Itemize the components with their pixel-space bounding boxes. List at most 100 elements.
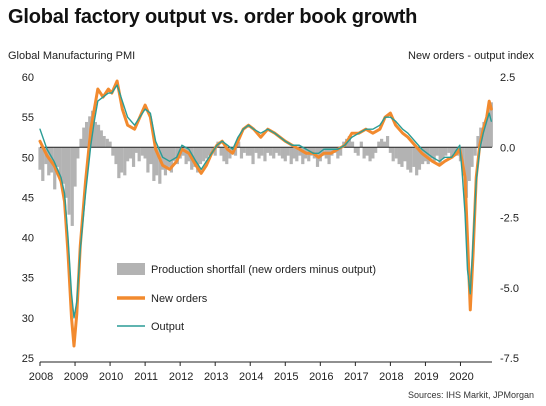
x-tick-label: 2018 <box>379 371 403 383</box>
shortfall-bar <box>93 121 97 148</box>
shortfall-bar <box>213 147 217 156</box>
shortfall-bar <box>289 147 293 165</box>
shortfall-bar <box>254 147 258 153</box>
x-tick-label: 2011 <box>134 371 158 383</box>
shortfall-bar <box>321 147 325 156</box>
shortfall-bar <box>172 147 176 162</box>
right-tick-label: 0.0 <box>500 142 515 154</box>
shortfall-bar <box>382 141 387 148</box>
shortfall-bar <box>380 138 384 148</box>
x-tick-label: 2020 <box>449 371 473 383</box>
shortfall-bar <box>359 141 363 148</box>
shortfall-bar <box>374 147 378 153</box>
shortfall-bar <box>225 147 229 165</box>
shortfall-bar <box>108 141 112 148</box>
left-tick-label: 60 <box>22 72 34 84</box>
shortfall-bar <box>485 119 489 148</box>
shortfall-bar <box>120 147 124 173</box>
shortfall-bar <box>55 147 60 167</box>
chart-title: Global factory output vs. order book gro… <box>8 6 418 28</box>
left-tick-label: 35 <box>22 273 34 285</box>
shortfall-bar <box>38 147 42 170</box>
shortfall-bar <box>286 147 290 156</box>
left-tick-label: 50 <box>22 152 34 164</box>
shortfall-bar <box>128 147 132 159</box>
shortfall-bar <box>248 147 252 156</box>
shortfall-bar <box>353 147 357 153</box>
shortfall-bar <box>435 147 439 156</box>
shortfall-bar <box>336 147 340 159</box>
shortfall-bar <box>161 147 165 170</box>
chart-axes: 60 55 50 45 40 35 30 25 2.5 0.0 -2.5 -5.0 -7.5 2008 20… <box>22 72 519 383</box>
right-tick-label: 2.5 <box>500 72 515 84</box>
shortfall-bar <box>394 147 398 159</box>
shortfall-bar <box>470 147 474 167</box>
shortfall-bar <box>237 141 241 148</box>
shortfall-bar <box>406 147 410 170</box>
right-tick-label: -7.5 <box>500 353 519 365</box>
shortfall-bar <box>476 136 480 148</box>
shortfall-bar <box>339 147 343 156</box>
shortfall-bar <box>447 147 451 153</box>
shortfall-bar <box>356 147 360 156</box>
shortfall-bar <box>292 147 296 159</box>
shortfall-bar <box>67 147 71 215</box>
shortfall-bar <box>251 147 255 165</box>
x-tick-label: 2013 <box>204 371 228 383</box>
shortfall-bar <box>274 147 279 153</box>
shortfall-bar <box>204 147 209 159</box>
shortfall-bar <box>166 147 171 167</box>
shortfall-bar <box>152 147 156 181</box>
shortfall-bar <box>126 147 130 162</box>
legend-label-new-orders: New orders <box>151 293 208 305</box>
shortfall-bar <box>260 147 264 156</box>
left-tick-label: 25 <box>22 353 34 365</box>
shortfall-bar <box>41 147 45 181</box>
shortfall-bar <box>409 147 413 173</box>
right-tick-label: -2.5 <box>500 213 519 225</box>
shortfall-bar <box>452 147 457 153</box>
shortfall-bar <box>298 147 302 156</box>
x-tick-label: 2014 <box>239 371 263 383</box>
shortfall-bar <box>105 138 109 148</box>
shortfall-bar <box>82 127 86 148</box>
shortfall-bar <box>239 147 244 159</box>
series-lines <box>38 79 493 348</box>
shortfall-bar <box>489 102 493 148</box>
shortfall-bar <box>131 147 136 167</box>
x-tick-label: 2017 <box>344 371 368 383</box>
shortfall-bar <box>207 147 211 156</box>
legend-label-shortfall: Production shortfall (new orders minus o… <box>151 264 376 276</box>
shortfall-bar <box>140 147 144 156</box>
shortfall-bar <box>184 147 188 165</box>
shortfall-bar <box>400 147 404 167</box>
x-tick-label: 2010 <box>99 371 123 383</box>
shortfall-bar <box>79 138 83 148</box>
shortfall-bar <box>371 147 375 159</box>
shortfall-bar <box>438 147 442 165</box>
shortfall-bar <box>412 147 416 167</box>
left-tick-label: 30 <box>22 313 34 325</box>
shortfall-bar <box>102 136 106 148</box>
shortfall-bar <box>388 147 392 153</box>
shortfall-bar <box>417 147 422 170</box>
shortfall-bar <box>198 147 203 165</box>
shortfall-bar <box>450 147 454 159</box>
shortfall-bar <box>76 147 80 159</box>
shortfall-bar <box>263 147 267 162</box>
shortfall-bar <box>146 147 150 173</box>
shortfall-bar <box>143 147 147 159</box>
shortfall-bar <box>64 147 68 198</box>
legend-swatch-shortfall <box>117 263 145 275</box>
shortfall-bar <box>467 147 471 181</box>
shortfall-bar <box>85 121 89 148</box>
shortfall-bar <box>487 107 492 148</box>
shortfall-bar <box>158 147 162 184</box>
shortfall-bar <box>155 147 159 176</box>
shortfall-bar <box>429 147 433 159</box>
new-orders-line <box>38 79 493 348</box>
shortfall-bar <box>257 147 261 159</box>
shortfall-bar <box>301 147 305 165</box>
shortfall-bar <box>283 147 287 162</box>
left-tick-label: 55 <box>22 112 34 124</box>
